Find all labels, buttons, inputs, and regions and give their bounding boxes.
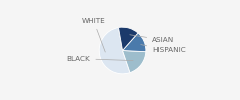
Wedge shape: [123, 33, 146, 52]
Text: HISPANIC: HISPANIC: [141, 45, 186, 54]
Wedge shape: [99, 28, 130, 74]
Text: WHITE: WHITE: [82, 18, 106, 52]
Text: BLACK: BLACK: [66, 56, 133, 62]
Wedge shape: [123, 50, 146, 73]
Text: ASIAN: ASIAN: [130, 35, 174, 43]
Wedge shape: [119, 27, 138, 50]
